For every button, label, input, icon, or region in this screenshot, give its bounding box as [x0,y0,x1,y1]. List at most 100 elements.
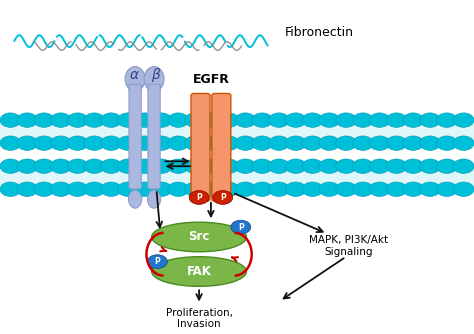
FancyBboxPatch shape [191,94,210,201]
Circle shape [84,182,105,196]
Circle shape [184,136,205,150]
Circle shape [184,113,205,127]
Circle shape [252,182,273,196]
Text: Proliferation,
Invasion: Proliferation, Invasion [165,308,233,329]
Circle shape [168,159,189,173]
Circle shape [353,182,374,196]
Circle shape [437,159,457,173]
Ellipse shape [147,190,161,208]
Circle shape [252,113,273,127]
Circle shape [231,220,251,234]
Circle shape [0,182,21,196]
Circle shape [353,159,374,173]
Circle shape [269,113,290,127]
Circle shape [369,159,390,173]
Circle shape [134,182,155,196]
Circle shape [302,159,323,173]
Circle shape [369,136,390,150]
Circle shape [369,113,390,127]
Circle shape [403,159,424,173]
Circle shape [201,136,222,150]
Text: P: P [155,257,160,266]
Circle shape [235,182,256,196]
Circle shape [134,159,155,173]
Circle shape [118,159,138,173]
Ellipse shape [152,257,246,286]
Circle shape [151,159,172,173]
Circle shape [235,159,256,173]
Circle shape [353,113,374,127]
Circle shape [17,159,37,173]
Circle shape [386,159,407,173]
Circle shape [151,113,172,127]
Bar [0,166,474,189]
Circle shape [437,182,457,196]
Circle shape [100,136,121,150]
Ellipse shape [125,67,145,91]
Text: Fibronectin: Fibronectin [284,26,354,39]
Circle shape [0,113,21,127]
Circle shape [453,136,474,150]
Text: FAK: FAK [187,265,211,278]
Circle shape [336,182,356,196]
Circle shape [151,182,172,196]
Circle shape [50,159,71,173]
Circle shape [34,182,55,196]
Circle shape [269,159,290,173]
Circle shape [453,159,474,173]
Circle shape [453,113,474,127]
Circle shape [235,113,256,127]
Circle shape [403,136,424,150]
Circle shape [302,182,323,196]
Circle shape [353,136,374,150]
Circle shape [386,182,407,196]
Text: P: P [220,193,226,202]
Circle shape [252,136,273,150]
Circle shape [168,182,189,196]
Ellipse shape [144,67,164,91]
Text: β: β [151,68,160,82]
Circle shape [419,136,440,150]
Text: α: α [129,68,138,82]
Circle shape [369,182,390,196]
Circle shape [302,136,323,150]
Circle shape [285,182,306,196]
Circle shape [189,191,209,204]
Circle shape [269,182,290,196]
Circle shape [336,136,356,150]
Text: P: P [238,222,244,231]
Circle shape [67,182,88,196]
Circle shape [218,159,239,173]
FancyBboxPatch shape [129,84,141,189]
Circle shape [118,136,138,150]
Circle shape [34,113,55,127]
Circle shape [151,136,172,150]
Circle shape [336,113,356,127]
Circle shape [453,182,474,196]
Circle shape [17,113,37,127]
Circle shape [319,182,340,196]
Circle shape [84,113,105,127]
Circle shape [319,113,340,127]
Circle shape [0,159,21,173]
Circle shape [168,136,189,150]
Circle shape [84,136,105,150]
Circle shape [17,136,37,150]
Circle shape [218,182,239,196]
Circle shape [84,159,105,173]
Circle shape [0,136,21,150]
Circle shape [336,159,356,173]
Circle shape [100,159,121,173]
Circle shape [67,136,88,150]
Circle shape [201,182,222,196]
Text: Src: Src [188,230,210,243]
Circle shape [319,159,340,173]
Text: MAPK, PI3K/Akt
Signaling: MAPK, PI3K/Akt Signaling [309,235,388,257]
Ellipse shape [128,190,142,208]
Circle shape [34,159,55,173]
Circle shape [147,255,167,269]
Circle shape [100,182,121,196]
Circle shape [419,159,440,173]
Circle shape [437,113,457,127]
Circle shape [118,182,138,196]
